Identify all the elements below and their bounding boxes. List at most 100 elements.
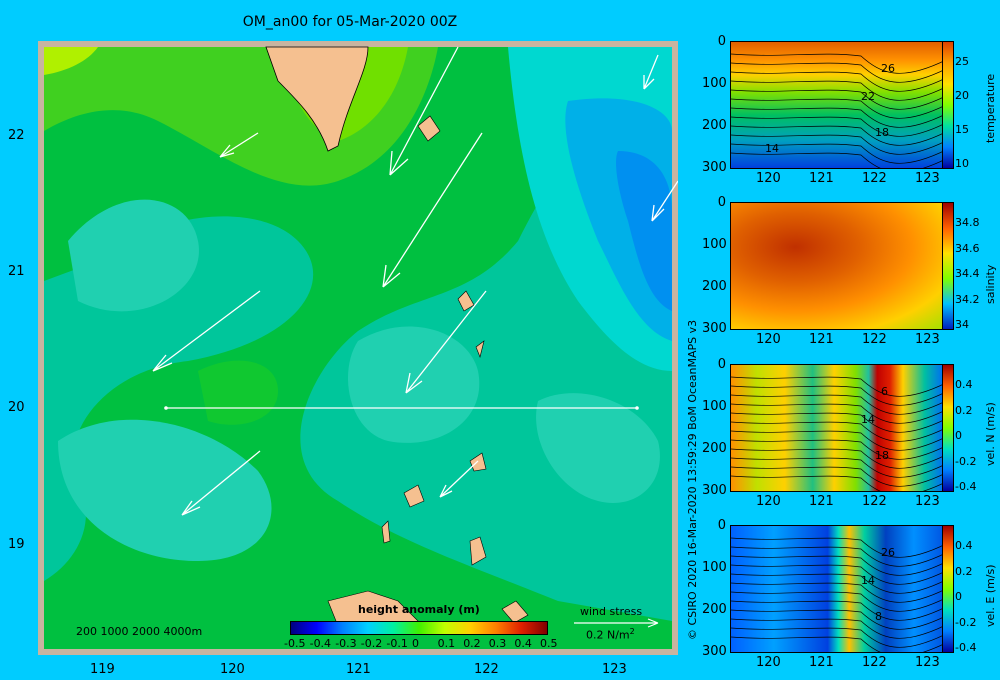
contour-label: 14 [861, 574, 875, 587]
colorbar-tick-label: -0.4 [955, 480, 977, 493]
colorbar-tick-label: 25 [955, 55, 969, 68]
depth-tick-label: 200 [702, 441, 727, 456]
depth-tick-label: 0 [717, 34, 726, 49]
figure-title: OM_an00 for 05-Mar-2020 00Z [242, 14, 458, 30]
lon-tick-label: 123 [915, 494, 940, 509]
lat-label-19: 19 [8, 537, 25, 552]
lon-tick-label: 120 [756, 171, 781, 186]
sea-level-map[interactable]: 200 1000 2000 4000m height anomaly (m) -… [38, 41, 678, 655]
depth-tick-label: 300 [702, 321, 727, 336]
contour-line [730, 62, 947, 83]
colorbar-tick-label: 34.6 [955, 241, 980, 255]
contour-line [730, 98, 947, 119]
colorbar-tick-label: 0.1 [437, 637, 456, 650]
lon-label-120: 120 [220, 662, 245, 677]
depth-tick-label: 200 [702, 118, 727, 133]
colorbar-tick-label: 34.2 [955, 292, 980, 306]
contour-line [730, 71, 947, 92]
depth-tick-label: 200 [702, 602, 727, 617]
contour-line [730, 636, 947, 657]
contour-line [730, 546, 947, 567]
colorbar-tick-label: -0.2 [955, 615, 977, 629]
depth-tick-label: 300 [702, 483, 727, 498]
depth-tick-label: 0 [717, 357, 726, 372]
lat-label-20: 20 [8, 400, 25, 415]
contour-line [730, 116, 947, 137]
contour-line [730, 600, 947, 621]
colorbar-tick-label: 0.4 [955, 539, 973, 552]
lon-tick-label: 120 [756, 655, 781, 670]
section-panel-temperature[interactable]: 26 22 18 14 [730, 41, 947, 173]
colorbar-tick-label: 0.3 [488, 637, 507, 650]
colorbar-tick-label: 34 [955, 318, 969, 331]
contour-line [730, 53, 947, 74]
lon-label-119: 119 [90, 662, 115, 677]
contour-line [730, 143, 947, 164]
lon-tick-label: 123 [915, 171, 940, 186]
colorbar-tick-label: -0.2 [955, 454, 977, 468]
contour-line [730, 627, 947, 648]
lon-tick-label: 121 [809, 332, 834, 347]
colorbar-tick-label: 0 [412, 637, 419, 650]
contour-line [730, 457, 947, 478]
contour-line [730, 89, 947, 110]
colorbar-title: height anomaly (m) [358, 603, 480, 616]
lon-tick-label: 123 [915, 655, 940, 670]
credit-text: © CSIRO 2020 16-Mar-2020 13:59:29 BoM Oc… [686, 319, 699, 640]
depth-tick-label: 0 [717, 518, 726, 533]
depth-tick-label: 200 [702, 279, 727, 294]
colorbar-salinity [942, 202, 954, 330]
contour-line [730, 537, 947, 558]
section-label-temperature: temperature [984, 73, 997, 143]
colorbar-tick-label: 34.4 [955, 267, 980, 280]
lon-tick-label: 121 [809, 494, 834, 509]
contour-lines [730, 53, 947, 173]
section-panel-vel-n[interactable]: 6 14 18 [730, 364, 947, 496]
lon-label-121: 121 [346, 662, 371, 677]
colorbar-tick-label: -0.1 [386, 637, 408, 650]
contour-line [730, 591, 947, 612]
lon-tick-label: 122 [862, 494, 887, 509]
contour-label: 14 [861, 413, 875, 426]
section-panel-vel-e[interactable]: 26 14 8 [730, 525, 947, 657]
contour-line [730, 555, 947, 576]
section-label-salinity: salinity [984, 264, 997, 304]
lon-tick-label: 122 [862, 171, 887, 186]
contour-label: 26 [881, 546, 895, 559]
colorbar-tick-label: 0.5 [540, 637, 558, 650]
lon-tick-label: 121 [809, 171, 834, 186]
contour-line [730, 80, 947, 101]
lon-tick-label: 122 [862, 655, 887, 670]
colorbar-tick-label: -0.5 [284, 637, 306, 650]
contour-label: 6 [881, 385, 888, 398]
wind-legend-label: wind stress [580, 605, 643, 618]
contour-line [730, 564, 947, 585]
depth-tick-label: 100 [702, 399, 727, 414]
wind-legend-arrow [574, 618, 659, 628]
contour-line [730, 376, 947, 397]
lon-label-123: 123 [602, 662, 627, 677]
depth-tick-label: 100 [702, 237, 727, 252]
depth-tick-label: 100 [702, 76, 727, 91]
contour-line [730, 609, 947, 630]
colorbar-tick-label: 0.2 [955, 403, 973, 417]
lon-tick-label: 122 [862, 332, 887, 347]
contour-lines [730, 537, 947, 657]
colorbar-tick-label: 34.8 [955, 216, 980, 229]
contour-label: 22 [861, 90, 875, 103]
section-panel-salinity[interactable] [730, 202, 947, 330]
lon-tick-label: 123 [915, 332, 940, 347]
lat-label-22: 22 [8, 128, 25, 143]
section-label-vel-n: vel. N (m/s) [984, 402, 997, 466]
contour-line [730, 134, 947, 155]
lat-label-21: 21 [8, 264, 25, 279]
colorbar-tick-label: -0.2 [360, 637, 383, 650]
colorbar-tick-label: -0.4 [309, 637, 332, 650]
contour-label: 8 [875, 610, 882, 623]
contour-line [730, 439, 947, 460]
contour-lines [731, 203, 946, 329]
contour-line [730, 448, 947, 469]
colorbar-tick-label: 0.4 [955, 378, 973, 391]
colorbar-vel-e [942, 525, 954, 653]
contour-line [730, 107, 947, 128]
